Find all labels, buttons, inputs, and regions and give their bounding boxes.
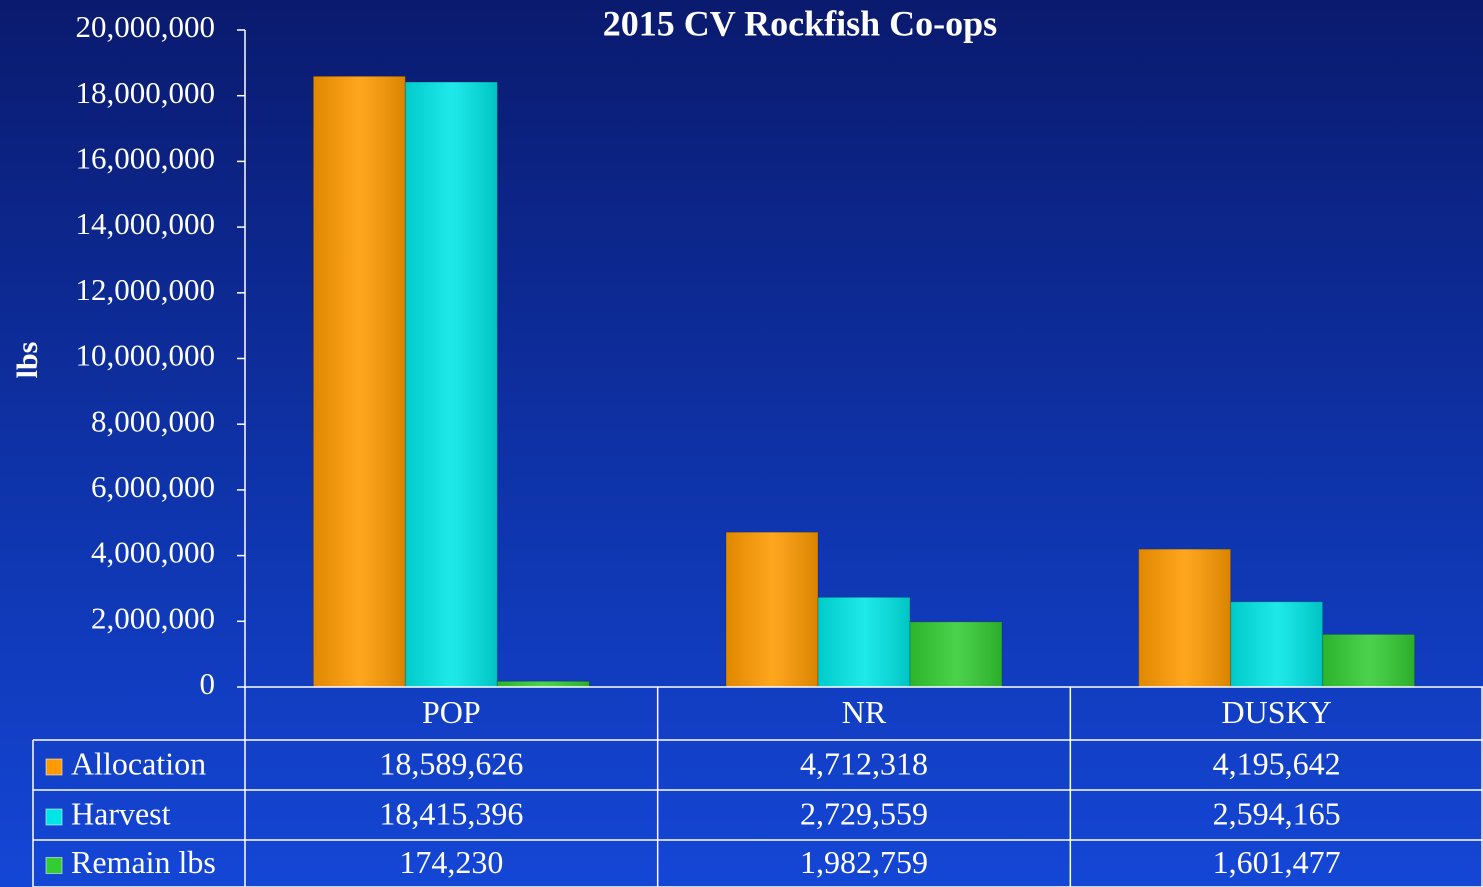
legend-key [45, 758, 63, 776]
legend-label: Allocation [71, 745, 206, 781]
table-value: 18,589,626 [379, 745, 523, 781]
table-value: 1,982,759 [800, 844, 928, 880]
y-tick-label: 14,000,000 [76, 206, 216, 241]
bar [312, 75, 406, 688]
y-tick-label: 18,000,000 [76, 75, 216, 110]
bar [496, 680, 590, 688]
bar [817, 596, 911, 688]
table-value: 2,594,165 [1213, 795, 1341, 831]
y-tick-label: 12,000,000 [76, 272, 216, 307]
y-tick-label: 4,000,000 [91, 535, 215, 570]
chart-title: 2015 CV Rockfish Co-ops [603, 3, 997, 43]
legend-label: Harvest [71, 795, 171, 831]
table-value: 18,415,396 [379, 795, 523, 831]
bar [725, 531, 819, 688]
y-tick-label: 0 [200, 666, 216, 701]
bar [1138, 548, 1232, 688]
bar [1322, 633, 1416, 688]
table-value: 2,729,559 [800, 795, 928, 831]
legend-key [45, 857, 63, 874]
y-tick-label: 10,000,000 [76, 338, 216, 373]
bar [909, 621, 1003, 688]
x-tick-label: DUSKY [1222, 694, 1332, 730]
table-value: 4,712,318 [800, 745, 928, 781]
y-tick-label: 16,000,000 [76, 141, 216, 176]
table-value: 4,195,642 [1213, 745, 1341, 781]
y-tick-label: 8,000,000 [91, 403, 215, 438]
table-value: 174,230 [399, 844, 503, 880]
y-tick-label: 6,000,000 [91, 469, 215, 504]
x-tick-label: POP [422, 694, 481, 730]
x-tick-label: NR [842, 694, 887, 730]
y-tick-label: 2,000,000 [91, 600, 215, 635]
legend-label: Remain lbs [71, 844, 216, 880]
y-tick-label: 20,000,000 [76, 9, 216, 44]
bar [404, 81, 498, 688]
legend-key [45, 808, 63, 826]
table-value: 1,601,477 [1213, 844, 1341, 880]
bar [1230, 601, 1324, 688]
y-axis-label: lbs [11, 342, 44, 379]
